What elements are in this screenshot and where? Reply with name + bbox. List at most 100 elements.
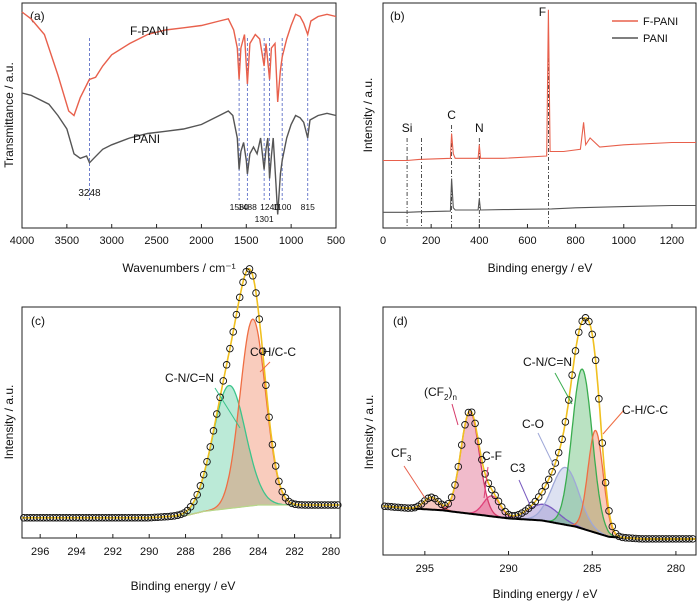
d-x-tick-label: 290 bbox=[499, 563, 517, 575]
panel-c-fit-curves bbox=[22, 267, 340, 519]
panel-a-x-tick-label: 1500 bbox=[234, 235, 258, 247]
c-x-tick-label: 286 bbox=[213, 546, 231, 558]
data-point bbox=[595, 395, 603, 403]
data-point bbox=[186, 503, 195, 511]
panel-a-annotation-pani: PANI bbox=[133, 132, 160, 146]
panel-c-annotation-ch: C-H/C-C bbox=[250, 345, 296, 359]
panel-c-label: (c) bbox=[31, 314, 45, 328]
panel-c-leader-cn bbox=[214, 387, 241, 429]
data-point bbox=[571, 347, 580, 355]
panel-c-frame bbox=[21, 306, 341, 539]
panel-b-frame bbox=[382, 2, 697, 229]
data-point bbox=[554, 448, 563, 457]
data-point bbox=[190, 497, 198, 506]
panel-d-annotation-c3: C3 bbox=[510, 461, 526, 475]
data-point bbox=[177, 510, 185, 519]
data-point bbox=[598, 439, 607, 447]
data-point bbox=[558, 435, 566, 444]
data-point bbox=[206, 443, 215, 451]
data-point bbox=[275, 477, 283, 486]
panel-a-ylabel: Transmittance / a.u. bbox=[2, 62, 16, 168]
data-point bbox=[544, 475, 553, 484]
panel-a-x-tick-label: 500 bbox=[327, 235, 345, 247]
panel-a-x-tick-label: 3500 bbox=[55, 235, 79, 247]
data-point bbox=[245, 265, 254, 273]
c-x-tick-label: 280 bbox=[322, 546, 340, 558]
data-point bbox=[605, 507, 613, 515]
peak-label-1301: 1301 bbox=[255, 214, 274, 224]
c-x-tick-label: 294 bbox=[67, 546, 85, 558]
peak-label-815: 815 bbox=[301, 202, 315, 212]
data-point bbox=[255, 315, 264, 323]
data-point bbox=[474, 437, 483, 446]
panel-b-label: (b) bbox=[390, 9, 405, 23]
data-point bbox=[278, 487, 286, 496]
data-point bbox=[271, 462, 280, 470]
data-point bbox=[232, 310, 241, 319]
panel-b-x-tick-label: 200 bbox=[422, 235, 440, 247]
data-point bbox=[568, 371, 576, 379]
data-point bbox=[193, 490, 201, 499]
peak-label-c: C bbox=[447, 108, 456, 122]
data-point bbox=[585, 317, 593, 326]
data-point bbox=[534, 493, 543, 501]
panel-b-legend: F-PANI PANI bbox=[612, 16, 678, 45]
data-point bbox=[478, 455, 486, 464]
data-point bbox=[511, 511, 519, 520]
panel-b-x-tick-label: 600 bbox=[518, 235, 536, 247]
panel-b-x-tick-label: 1000 bbox=[612, 235, 636, 247]
panel-d-leader-cf2n bbox=[451, 403, 459, 426]
data-point bbox=[601, 478, 610, 487]
panel-b-x-tick-label: 800 bbox=[566, 235, 584, 247]
panel-d-leader-c3 bbox=[518, 479, 531, 506]
peak-label-n: N bbox=[475, 121, 484, 135]
panel-d-leader-cf bbox=[483, 466, 489, 499]
data-point bbox=[461, 421, 469, 429]
panel-a-xlabel: Wavenumbers / cm⁻¹ bbox=[122, 261, 235, 275]
component-fill-c-h-c-c bbox=[22, 319, 340, 518]
panel-d-annotation-cf3: CF3 bbox=[391, 446, 412, 463]
panel-a-frame bbox=[21, 2, 337, 229]
data-point bbox=[203, 457, 211, 466]
panel-d-leader-cf3 bbox=[403, 465, 426, 499]
panel-a-x-tick-label: 2000 bbox=[189, 235, 213, 247]
panel-a-x-ticks: 4000 3500 3000 2500 2000 1500 1000 500 bbox=[10, 224, 345, 247]
data-point bbox=[173, 511, 182, 520]
data-point bbox=[575, 328, 583, 336]
data-point bbox=[219, 377, 228, 385]
d-x-tick-label: 280 bbox=[667, 563, 685, 575]
c-x-tick-label: 296 bbox=[31, 546, 49, 558]
peak-label-1488: 1488 bbox=[238, 202, 257, 212]
panel-c-annotation-cn: C-N/C=N bbox=[165, 371, 214, 385]
data-point bbox=[334, 501, 342, 509]
data-point bbox=[538, 488, 546, 496]
panel-b-x-tick-label: 400 bbox=[470, 235, 488, 247]
data-point bbox=[541, 482, 550, 490]
panel-d-frame bbox=[382, 306, 697, 556]
d-x-tick-label: 285 bbox=[583, 563, 601, 575]
series-line-f-pani bbox=[21, 11, 337, 117]
component-fill-c-h-c-c bbox=[383, 430, 696, 539]
data-point bbox=[213, 410, 221, 418]
peak-label-1100: 1100 bbox=[273, 202, 292, 212]
peak-label-3248: 3248 bbox=[78, 188, 101, 199]
panel-c-ylabel: Intensity / a.u. bbox=[2, 385, 16, 460]
panel-b-x-tick-label: 0 bbox=[380, 235, 386, 247]
data-point bbox=[199, 470, 208, 479]
data-point bbox=[467, 408, 476, 416]
data-point bbox=[688, 535, 697, 543]
panel-a-x-tick-label: 1000 bbox=[279, 235, 303, 247]
data-point bbox=[258, 347, 267, 356]
panel-d: (d) CF3 (CF2)n C-F C3 C-O C-N/C=N C-H/C-… bbox=[362, 306, 697, 601]
data-point bbox=[196, 482, 205, 490]
panel-d-xlabel: Binding energy / eV bbox=[493, 587, 598, 601]
panel-b-peak-labels: Si C N F bbox=[402, 5, 546, 135]
panel-c-x-ticks: 296 294 292 290 288 286 284 282 280 bbox=[31, 534, 340, 558]
data-point bbox=[491, 491, 499, 500]
panel-b-series bbox=[383, 9, 696, 213]
data-point bbox=[330, 501, 339, 509]
component-fill-c-n-c-n bbox=[22, 385, 340, 518]
data-point bbox=[565, 396, 573, 404]
data-point bbox=[494, 497, 503, 506]
